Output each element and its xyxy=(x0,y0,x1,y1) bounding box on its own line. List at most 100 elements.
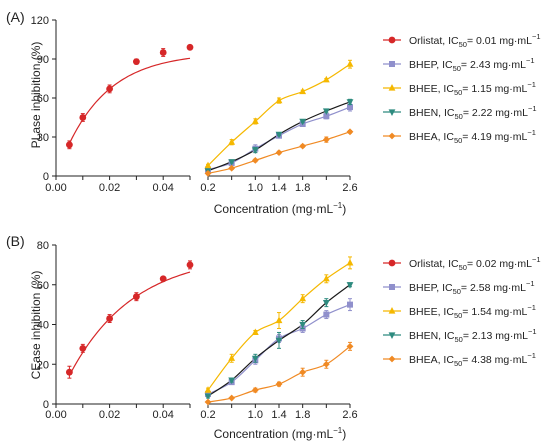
panel-b-point-bhea xyxy=(251,386,259,394)
panel-b-x-tick-label-left: 0.00 xyxy=(45,409,66,421)
panel-a-point-bhep xyxy=(347,104,353,111)
panel-a-point-bhee xyxy=(228,138,236,145)
panel-b-legend-text-part: BHEP, IC xyxy=(409,282,453,294)
panel-a-legend-text-part: = 0.01 mg·mL xyxy=(467,35,532,47)
panel-b-x-axis-label-close: ) xyxy=(342,427,346,441)
panel-b-point-orlistat xyxy=(106,315,113,322)
panel-a-legend-text-part: 50 xyxy=(459,40,467,49)
panel-a-x-tick-label-right: 0.2 xyxy=(200,182,215,194)
panel-b-point-bhea xyxy=(275,380,283,388)
panel-a-x-axis-label-sup: −1 xyxy=(333,201,343,210)
panel-b-x-tick-label-left: 0.02 xyxy=(99,409,120,421)
panel-a-y-tick-label: 90 xyxy=(37,54,49,66)
panel-b-fit-curve-orlistat xyxy=(68,271,191,376)
panel-a-legend-text-part: 50 xyxy=(454,88,462,97)
panel-b-legend-marker-bhee xyxy=(388,307,396,314)
panel-a-legend-text-part: = 2.43 mg·mL xyxy=(461,59,526,71)
panel-b-legend-text-part: −1 xyxy=(532,255,541,264)
panel-a-x-tick-label-right: 2.6 xyxy=(342,182,357,194)
panel-a-x-tick-label-right: 1.4 xyxy=(271,182,286,194)
panel-a-point-bhen xyxy=(275,131,283,139)
panel-a-x-axis-label-close: ) xyxy=(342,202,346,216)
panel-a-legend-text-part: = 1.15 mg·mL xyxy=(462,83,527,95)
panel-a-point-orlistat xyxy=(133,58,140,65)
panel-a-fit-curves xyxy=(68,57,351,174)
panel-b-legend-label-bhen: BHEN, IC50= 2.13 mg·mL−1 xyxy=(409,327,537,344)
panel-b-legend-label-bhep: BHEP, IC50= 2.58 mg·mL−1 xyxy=(409,279,535,296)
panel-a-x-tick-label-left: 0.00 xyxy=(45,182,66,194)
panel-b-legend-text-part: −1 xyxy=(527,351,536,360)
panel-b-point-bhee xyxy=(251,328,259,336)
panel-a-legend-text-part: = 4.19 mg·mL xyxy=(462,131,527,143)
panel-b-point-bhee xyxy=(275,316,283,324)
panel-a-legend-text-part: BHEP, IC xyxy=(409,59,453,71)
panel-b-legend-text-part: = 2.13 mg·mL xyxy=(463,330,528,342)
panel-a-point-bhea xyxy=(251,157,259,164)
panel-b-legend-text-part: Orlistat, IC xyxy=(409,258,459,270)
panel-b-point-bhea xyxy=(228,394,236,402)
panel-b-point-bhea xyxy=(299,368,307,376)
panel-b-point-bhee xyxy=(228,354,236,361)
panel-b-legend-text-part: −1 xyxy=(528,327,537,336)
panel-b-data-marks xyxy=(66,256,354,406)
panel-a-point-orlistat xyxy=(106,85,113,93)
panel-a-legend-text-part: −1 xyxy=(526,56,535,65)
panel-a-legend-text-part: 50 xyxy=(453,64,461,73)
panel-b-point-orlistat xyxy=(79,344,87,352)
panel-b-legend-label-bhea: BHEA, IC50= 4.38 mg·mL−1 xyxy=(409,351,536,368)
panel-b-point-bhea xyxy=(322,360,330,368)
panel-a-legend-text-part: BHEA, IC xyxy=(409,131,454,143)
panel-b-legend-marker-orlistat xyxy=(388,259,396,267)
panel-b-legend-text-part: = 0.02 mg·mL xyxy=(467,258,532,270)
panel-b-point-orlistat xyxy=(133,293,140,301)
panel-b-legend-marker-bhep xyxy=(389,284,395,290)
panel-b-y-axis-label: CEase inhibition (%) xyxy=(29,271,43,380)
panel-a-ticks: 0 30 60 90 120 0.00 0.02 0.04 0.2 1.0 1.4 1.8 2.6 xyxy=(31,15,358,194)
panel-b-legend-text-part: 50 xyxy=(455,335,463,344)
panel-a-point-bhea xyxy=(299,142,307,150)
panel-a-legend-text-part: BHEE, IC xyxy=(409,83,454,95)
panel-b-legend-text-part: = 4.38 mg·mL xyxy=(462,354,527,366)
panel-a-tag: (A) xyxy=(6,9,25,25)
panel-a-point-bhea xyxy=(322,136,330,143)
panel-b-y-tick-label: 0 xyxy=(43,399,49,411)
panel-a: (A) PLase inhibition (%) Concentration (… xyxy=(6,9,541,216)
panel-a-point-orlistat xyxy=(159,49,167,56)
panel-b-x-tick-label-right: 2.6 xyxy=(342,409,357,421)
panel-b-legend-text-part: BHEN, IC xyxy=(409,330,455,342)
panel-a-point-bhen xyxy=(251,147,259,154)
panel-a-legend-text-part: −1 xyxy=(532,32,541,41)
panel-a-legend-marker-bhep xyxy=(389,61,395,67)
panel-a-legend-label-orlistat: Orlistat, IC50= 0.01 mg·mL−1 xyxy=(409,32,541,49)
panel-a-legend-marker-orlistat xyxy=(388,36,396,44)
panel-b-y-tick-label: 20 xyxy=(37,359,49,371)
panel-b-point-bhen xyxy=(322,300,330,307)
panel-a-y-tick-label: 30 xyxy=(37,132,49,144)
panel-a-x-axis-label-main: Concentration (mg·mL xyxy=(214,202,334,216)
panel-b-legend-marker-bhen xyxy=(388,332,396,339)
panel-b-legend-text-part: 50 xyxy=(454,359,462,368)
panel-b-legend-text-part: = 1.54 mg·mL xyxy=(462,306,527,318)
panel-a-legend-text-part: −1 xyxy=(527,128,536,137)
panel-a-legend-marker-bhen xyxy=(388,109,396,116)
panel-a-point-bhen xyxy=(299,118,307,126)
panel-b-x-tick-label-right: 1.0 xyxy=(248,409,263,421)
panel-a-x-tick-label-left: 0.02 xyxy=(99,182,120,194)
panel-b-point-bhee xyxy=(299,294,307,302)
panel-a-point-bhee xyxy=(204,161,212,169)
panel-b-legend-text-part: BHEA, IC xyxy=(409,354,454,366)
panel-a-point-bhea xyxy=(204,170,212,177)
panel-b-point-bhea xyxy=(346,342,354,350)
panel-a-legend-text-part: BHEN, IC xyxy=(409,107,455,119)
panel-a-legend-label-bhen: BHEN, IC50= 2.22 mg·mL−1 xyxy=(409,104,537,121)
panel-a-point-bhen xyxy=(322,108,330,115)
panel-b-legend-text-part: BHEE, IC xyxy=(409,306,454,318)
panel-b-fit-curves xyxy=(68,262,351,403)
panel-a-point-bhea xyxy=(275,149,283,156)
panel-b-point-bhen xyxy=(299,321,307,329)
panel-b-point-orlistat xyxy=(66,368,73,376)
panel-b-axes xyxy=(55,245,350,405)
panel-a-point-bhen xyxy=(228,159,236,166)
